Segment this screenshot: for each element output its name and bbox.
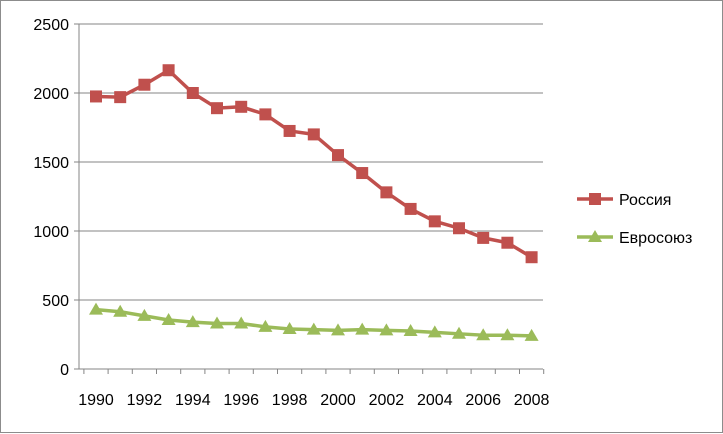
grid-lines xyxy=(79,23,543,301)
data-point xyxy=(161,313,176,326)
x-tick-label: 1996 xyxy=(223,392,259,409)
y-tick-label: 2500 xyxy=(33,17,69,34)
x-tick-label: 2006 xyxy=(465,392,501,409)
data-point xyxy=(380,186,393,199)
data-point xyxy=(185,315,200,328)
x-tick-label: 1998 xyxy=(272,392,308,409)
y-tick-label: 500 xyxy=(42,293,69,310)
x-tick-labels: 1990 1992 1994 1996 1998 2000 2002 2004 2006 2008 xyxy=(78,392,549,409)
legend-label: Евросоюз xyxy=(619,230,692,247)
x-tick-label: 2008 xyxy=(514,392,550,409)
data-point xyxy=(477,231,490,244)
x-tick-label: 1994 xyxy=(175,392,211,409)
data-point xyxy=(90,90,102,103)
data-point xyxy=(379,323,394,336)
legend-marker xyxy=(588,230,602,242)
data-point xyxy=(186,87,199,99)
data-point xyxy=(162,64,175,77)
data-point xyxy=(137,308,152,321)
x-tick-label: 2000 xyxy=(320,392,356,409)
data-point xyxy=(332,149,344,162)
y-tick-label: 1000 xyxy=(33,224,69,241)
data-point xyxy=(235,100,248,113)
data-point xyxy=(404,202,417,215)
data-point xyxy=(259,108,272,121)
data-point xyxy=(501,236,514,249)
data-point xyxy=(476,328,491,341)
data-point xyxy=(403,324,418,337)
series-group xyxy=(89,64,539,341)
x-tick-label: 1992 xyxy=(127,392,163,409)
data-point xyxy=(356,167,369,180)
legend-entry-1: Россия xyxy=(577,192,671,209)
data-point xyxy=(210,316,224,329)
data-point xyxy=(427,325,442,338)
axes xyxy=(74,23,545,374)
data-point xyxy=(500,328,515,341)
data-point xyxy=(452,326,466,339)
data-point xyxy=(306,322,321,335)
legend: Россия Евросоюз xyxy=(577,192,692,247)
data-point xyxy=(211,102,223,115)
series-2 xyxy=(89,302,539,341)
data-point xyxy=(282,321,297,334)
legend-label: Россия xyxy=(619,192,671,209)
legend-marker xyxy=(589,193,601,205)
data-point xyxy=(138,78,151,91)
series-line xyxy=(95,68,533,259)
data-point xyxy=(331,323,345,336)
data-point xyxy=(355,322,370,335)
data-point xyxy=(525,251,538,264)
data-point xyxy=(113,304,128,317)
data-point xyxy=(234,316,249,329)
data-point xyxy=(114,91,127,104)
data-point xyxy=(428,215,441,228)
series-1 xyxy=(90,64,538,264)
data-point xyxy=(524,328,539,341)
legend-entry-2: Евросоюз xyxy=(577,230,692,247)
x-tick-label: 2004 xyxy=(417,392,453,409)
y-tick-label: 2000 xyxy=(33,86,69,103)
data-point xyxy=(258,319,273,332)
x-tick-label: 1990 xyxy=(78,392,114,409)
data-point xyxy=(283,124,296,137)
data-point xyxy=(307,128,320,141)
y-tick-label: 1500 xyxy=(33,155,69,172)
x-tick-label: 2002 xyxy=(369,392,405,409)
data-point xyxy=(453,222,465,235)
data-point xyxy=(89,302,103,315)
y-tick-labels: 0 500 1000 1500 2000 2500 xyxy=(33,17,69,379)
y-tick-label: 0 xyxy=(60,362,69,379)
